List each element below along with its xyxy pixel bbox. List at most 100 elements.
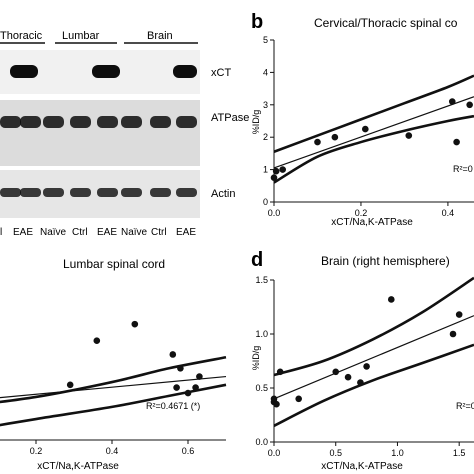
data-point [453, 138, 460, 146]
ci-upper-curve [0, 355, 227, 404]
panel-b-chart: b Cervical/Thoracic spinal co %ID/g xCT/… [251, 11, 474, 228]
band-label-atpase: ATPase [211, 112, 249, 124]
y-tick-label: 1.5 [255, 275, 268, 285]
data-point [466, 101, 473, 109]
data-point [332, 368, 340, 376]
ci-upper-curve [273, 276, 474, 377]
data-point [93, 337, 101, 344]
actin-band [121, 188, 142, 197]
data-point [449, 330, 457, 338]
x-tick-label: 0.0 [268, 448, 281, 458]
x-tick-label: 1.5 [453, 448, 466, 458]
lane-label-8: EAE [176, 227, 196, 238]
data-point [177, 364, 184, 372]
y-tick-label: 0.0 [255, 437, 268, 447]
xct-band [173, 65, 197, 78]
panel-c-chart: Lumbar spinal cord xCT/Na,K-ATPase R²=0.… [0, 257, 227, 472]
data-point [331, 133, 339, 141]
panel-c-xlabel: xCT/Na,K-ATPase [37, 461, 119, 472]
regression-line [273, 96, 474, 169]
data-point [270, 395, 278, 403]
lane-label-5: EAE [97, 227, 117, 238]
y-tick-label: 5 [263, 35, 268, 45]
x-tick-label: 0.5 [329, 448, 342, 458]
data-point [295, 395, 302, 403]
atpase-band [150, 116, 171, 128]
x-tick-label: 0.6 [182, 446, 195, 456]
actin-band [176, 188, 197, 197]
data-point [448, 98, 456, 105]
x-tick-label: 0.4 [442, 208, 455, 218]
data-point [455, 311, 463, 318]
panel-b-xlabel: xCT/Na,K-ATPase [331, 217, 413, 228]
lane-label-2: EAE [13, 227, 33, 238]
actin-band [150, 188, 171, 197]
x-tick-label: 0.2 [30, 446, 43, 456]
panel-b-ylabel: %ID/g [251, 110, 261, 135]
group-label-brain: Brain [147, 30, 173, 42]
data-point [66, 381, 74, 389]
data-point [387, 296, 395, 303]
atpase-band [70, 116, 91, 128]
y-tick-label: 0.5 [255, 383, 268, 393]
actin-band [43, 188, 64, 197]
actin-band [70, 188, 91, 197]
actin-band [0, 188, 21, 197]
panel-d-annotation: R²=0 [456, 401, 474, 411]
data-point [276, 368, 284, 376]
lane-label-6: Naïve [121, 227, 148, 238]
y-tick-label: 2 [263, 132, 268, 142]
atpase-band [176, 116, 197, 128]
panel-d-ylabel: %ID/g [251, 346, 261, 371]
data-point [344, 373, 352, 381]
data-point [405, 132, 413, 139]
lane-label-4: Ctrl [72, 227, 88, 238]
lane-label-3: Naïve [40, 227, 67, 238]
xct-band [10, 65, 38, 78]
xct-band [92, 65, 120, 78]
atpase-band [0, 116, 21, 128]
panel-c-title: Lumbar spinal cord [63, 257, 165, 271]
x-tick-label: 1.0 [391, 448, 404, 458]
blot-bands [0, 65, 197, 197]
lane-label-7: Ctrl [151, 227, 167, 238]
data-point [131, 320, 139, 328]
data-point [363, 363, 370, 370]
atpase-band [20, 116, 41, 128]
atpase-band [121, 116, 142, 128]
panel-c-annotation: R²=0.4671 (*) [146, 401, 200, 411]
y-tick-label: 3 [263, 100, 268, 110]
lane-label-1: l [0, 227, 2, 238]
data-point [196, 373, 203, 380]
data-point [270, 174, 278, 181]
band-label-actin: Actin [211, 188, 235, 200]
ci-lower-curve [0, 383, 227, 427]
panel-d-chart: d Brain (right hemisphere) %ID/g xCT/Na,… [251, 249, 474, 472]
group-label-lumbar: Lumbar [62, 30, 100, 42]
x-tick-label: 0.4 [106, 446, 119, 456]
data-point [184, 389, 192, 397]
ci-lower-curve [273, 114, 474, 184]
panel-d-xlabel: xCT/Na,K-ATPase [321, 461, 403, 472]
regression-line [0, 375, 227, 399]
band-label-xct: xCT [211, 67, 231, 79]
data-point [272, 167, 280, 175]
actin-band [97, 188, 118, 197]
actin-band [20, 188, 41, 197]
x-tick-label: 0.2 [355, 208, 368, 218]
group-label-thoracic: Thoracic [0, 30, 43, 42]
data-point [357, 379, 364, 386]
data-point [273, 400, 280, 408]
ci-lower-curve [273, 343, 474, 427]
regression-line [273, 315, 474, 400]
y-tick-label: 0 [263, 197, 268, 207]
panel-b-title: Cervical/Thoracic spinal co [314, 16, 458, 30]
blot-atpase-bg [0, 100, 200, 166]
x-tick-label: 0.0 [268, 208, 281, 218]
data-point [169, 351, 177, 358]
y-tick-label: 1.0 [255, 329, 268, 339]
y-tick-label: 4 [263, 67, 268, 77]
data-point [314, 138, 321, 146]
y-tick-label: 1 [263, 165, 268, 175]
